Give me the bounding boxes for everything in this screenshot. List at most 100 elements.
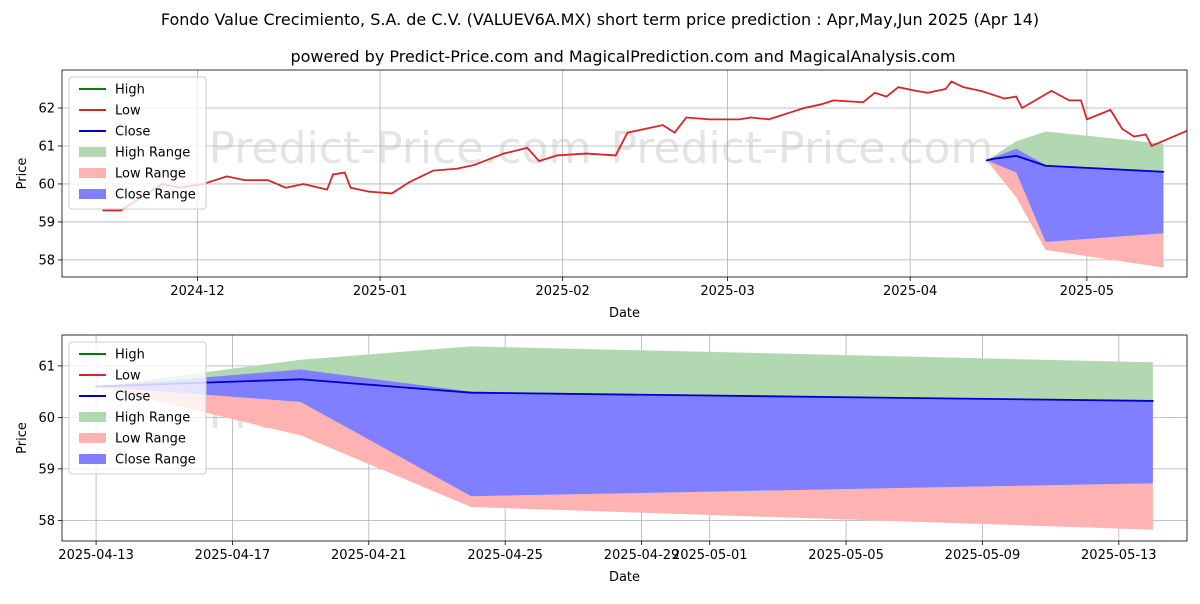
low-data-point [349, 186, 352, 189]
low-data-point [673, 131, 676, 134]
y-tick-label: 58 [38, 514, 55, 529]
low-data-point [267, 179, 270, 182]
legend-swatch-low-range [79, 168, 106, 178]
x-tick-label: 2025-01 [353, 284, 407, 299]
low-range-band [96, 386, 1153, 530]
low-data-point [1150, 145, 1153, 147]
y-tick-label: 61 [38, 359, 55, 374]
legend-swatch-high-range [79, 147, 106, 157]
legend-label-close-range: Close Range [115, 188, 196, 203]
low-data-point [950, 80, 953, 83]
legend-label-low: Low [115, 369, 141, 384]
legend-swatch-close-range [79, 189, 106, 199]
x-tick-label: 2025-04-25 [467, 548, 543, 563]
close-range-band [986, 148, 1164, 243]
low-data-point [1109, 108, 1112, 111]
x-tick-label: 2025-02 [535, 284, 589, 299]
low-data-point [785, 112, 788, 115]
low-data-point [1068, 99, 1071, 102]
legend-label-high: High [115, 348, 145, 363]
low-data-point [1121, 127, 1124, 130]
low-data-point [614, 154, 617, 157]
low-data-point [432, 169, 434, 172]
low-data-point [1021, 107, 1023, 109]
low-series-points [102, 80, 1187, 212]
legend-label-close-range: Close Range [115, 453, 196, 468]
low-data-point [302, 183, 305, 185]
close-data-point [1044, 164, 1047, 167]
low-data-point [1050, 89, 1053, 92]
low-data-point [661, 124, 664, 126]
low-data-point [502, 152, 505, 155]
legend-swatch-low-range [79, 433, 106, 443]
close-data-point [1152, 400, 1154, 402]
low-data-point [803, 107, 806, 109]
low-data-point [1080, 99, 1082, 102]
legend-label-high-range: High Range [115, 146, 190, 161]
low-data-point [555, 154, 558, 157]
x-tick-label: 2025-04-13 [58, 548, 134, 563]
y-tick-label: 59 [38, 462, 55, 477]
x-tick-label: 2025-05 [1060, 284, 1114, 299]
low-data-point [326, 188, 328, 191]
low-data-point [284, 186, 287, 189]
close-data-point [299, 378, 302, 381]
y-tick-label: 59 [38, 215, 55, 230]
low-data-point [1085, 118, 1088, 121]
y-tick-label: 60 [38, 177, 55, 192]
legend-swatch-high-range [79, 412, 106, 422]
low-data-point [332, 173, 334, 176]
x-tick-label: 2025-05-05 [808, 548, 884, 563]
low-data-point [120, 209, 122, 212]
x-tick-label: 2024-12 [170, 284, 224, 299]
y-axis-label: Price [15, 158, 30, 190]
low-data-point [820, 103, 823, 106]
low-data-point [473, 164, 476, 166]
low-data-point [738, 118, 741, 121]
low-series-line [103, 80, 1187, 212]
y-tick-label: 61 [38, 139, 55, 154]
low-data-point [873, 91, 876, 94]
low-data-point [897, 86, 900, 88]
low-data-point [1003, 97, 1006, 100]
x-axis-label: Date [609, 306, 640, 321]
x-tick-label: 2025-04-21 [331, 548, 407, 563]
high-range-band [96, 346, 1153, 401]
legend-label-close: Close [115, 390, 150, 405]
low-data-point [390, 192, 393, 195]
x-tick-label: 2025-04 [883, 284, 937, 299]
low-data-point [685, 116, 688, 119]
high-range-band [986, 131, 1164, 172]
close-data-point [470, 391, 472, 394]
y-axis-label: Price [15, 422, 30, 454]
low-data-point [767, 118, 770, 121]
low-data-point [862, 101, 864, 104]
legend: High Low Close High Range Low Range Close Ran… [68, 341, 207, 475]
low-data-point [1133, 135, 1135, 138]
low-data-point [979, 89, 982, 92]
low-data-point [102, 209, 105, 212]
legend: High Low Close High Range Low Range Close Ran… [68, 76, 207, 210]
legend-label-high-range: High Range [115, 411, 190, 426]
legend-label-high: High [115, 83, 145, 98]
axes-frame [61, 69, 1188, 278]
low-data-point [915, 89, 917, 92]
low-data-point [538, 160, 540, 163]
close-range-band [96, 369, 1153, 497]
close-data-point [1015, 154, 1018, 157]
x-tick-label: 2025-05-09 [945, 548, 1021, 563]
low-range-band [986, 160, 1164, 268]
low-data-point [750, 116, 753, 119]
chart-subtitle: powered by Predict-Price.com and Magical… [290, 47, 955, 66]
x-tick-label: 2025-05-13 [1081, 548, 1157, 563]
watermark-text: Predict-Price.com [611, 123, 994, 174]
low-data-point [408, 181, 411, 183]
low-data-point [944, 88, 947, 90]
watermark-text: Predict-Price.com [209, 123, 592, 174]
legend-label-close: Close [115, 125, 150, 140]
plot-area [102, 80, 1187, 268]
y-tick-label: 58 [38, 253, 55, 268]
legend-label-low-range: Low Range [115, 167, 186, 182]
low-data-point [626, 131, 629, 134]
